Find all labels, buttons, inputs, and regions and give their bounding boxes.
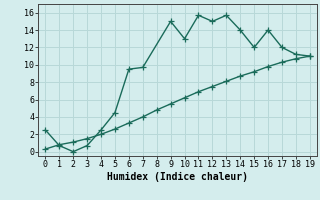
X-axis label: Humidex (Indice chaleur): Humidex (Indice chaleur) <box>107 172 248 182</box>
